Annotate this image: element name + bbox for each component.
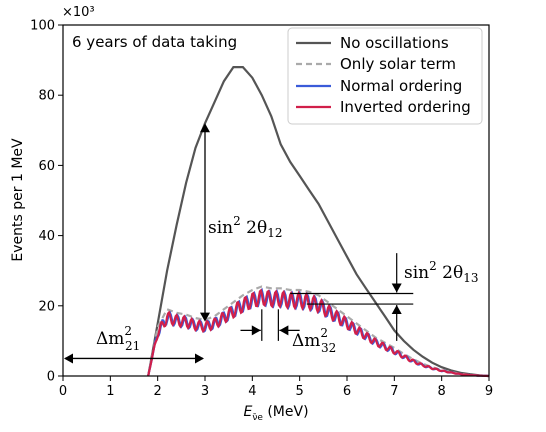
x-tick-label-9: 9: [485, 384, 493, 399]
y-multiplier: ×10³: [62, 5, 95, 20]
legend-box: [287, 27, 483, 125]
y-tick-label-0: 0: [47, 370, 55, 385]
x-tick-label-1: 1: [106, 384, 114, 399]
x-tick-label-3: 3: [201, 384, 209, 399]
y-tick-label-20: 20: [38, 299, 55, 314]
x-tick-label-6: 6: [343, 384, 351, 399]
arrow-sin2-2theta12-head-top: [200, 123, 210, 133]
series-line-inverted-ordering: [147, 288, 489, 378]
x-axis-label-unit: (MeV): [263, 404, 309, 420]
annotation-dm32: Δm2 32: [292, 326, 336, 355]
axes-layer: 0 1 2 3 4 5 6 7 8 9 0 20 40 60 80 100: [30, 19, 493, 400]
annotation-sin2-2theta13: sin2 2θ13: [404, 259, 479, 285]
arrow-dm32-right-head: [279, 325, 289, 336]
x-tick-label-8: 8: [438, 384, 446, 399]
legend-label-normal-ordering: Normal ordering: [340, 77, 462, 95]
y-tick-label-80: 80: [38, 89, 55, 104]
plot-frame: [62, 24, 490, 377]
x-tick-label-5: 5: [296, 384, 304, 399]
x-tick-label-2: 2: [154, 384, 162, 399]
x-tick-label-7: 7: [390, 384, 398, 399]
legend-label-only-solar-term: Only solar term: [340, 55, 456, 73]
x-axis-label-symbol: E: [243, 404, 252, 420]
legend-label-no-oscillations: No oscillations: [340, 34, 449, 52]
arrow-dm32-left-head: [251, 325, 261, 336]
legend-label-inverted-ordering: Inverted ordering: [340, 98, 471, 116]
annotation-sin2-2theta12: sin2 2θ12: [208, 214, 283, 240]
arrow-theta13-top-head: [391, 283, 402, 293]
top-left-annotation: 6 years of data taking: [72, 33, 237, 51]
annotation-layer: [64, 123, 414, 364]
x-axis-label: Eν̄e (MeV): [243, 404, 308, 423]
annotation-dm21: Δm2 21: [96, 324, 140, 353]
y-tick-label-60: 60: [38, 159, 55, 174]
x-tick-label-0: 0: [59, 384, 67, 399]
legend: No oscillations Only solar term Normal o…: [287, 27, 483, 125]
series-line-only-solar-term: [147, 285, 490, 378]
arrow-theta13-bottom-head: [391, 305, 402, 315]
arrow-dm21-head-left: [64, 353, 73, 364]
arrow-sin2-2theta12-head-bottom: [200, 312, 210, 322]
y-tick-label-40: 40: [38, 229, 55, 244]
y-tick-label-100: 100: [30, 19, 55, 34]
arrow-dm21-head-right: [195, 353, 204, 364]
x-tick-label-4: 4: [248, 384, 256, 399]
y-axis-label: Events per 1 MeV: [10, 138, 26, 262]
x-axis-label-subscript: ν̄e: [252, 413, 263, 423]
